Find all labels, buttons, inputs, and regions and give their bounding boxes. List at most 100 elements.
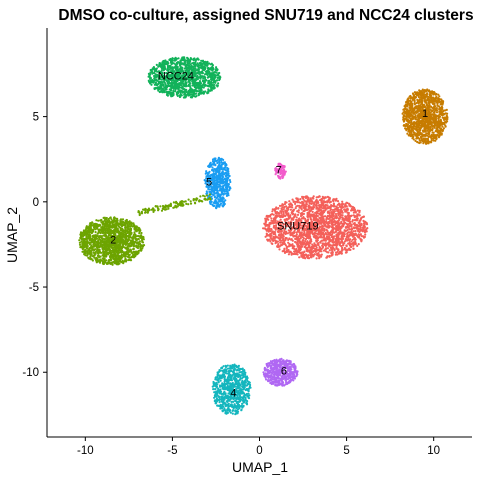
point-cluster-1 (424, 141, 427, 144)
point-cluster-snu719 (275, 236, 278, 239)
point-cluster-snu719 (275, 206, 278, 209)
point-cluster-1 (430, 100, 433, 103)
point-cluster-ncc24 (183, 93, 186, 96)
point-cluster-ncc24 (195, 86, 198, 89)
point-cluster-ncc24 (207, 66, 210, 70)
point-cluster-ncc24 (207, 91, 210, 94)
point-cluster-snu719 (329, 208, 333, 211)
point-cluster-1 (416, 140, 419, 144)
point-cluster-1 (417, 102, 420, 105)
point-cluster-ncc24 (193, 69, 196, 72)
point-cluster-1 (415, 123, 418, 127)
point-cluster-ncc24 (205, 61, 208, 64)
point-cluster-ncc24 (184, 76, 187, 79)
point-cluster-snu719 (326, 204, 329, 207)
point-cluster-1 (414, 128, 417, 131)
point-cluster-ncc24 (178, 95, 182, 98)
point-cluster-ncc24 (189, 71, 192, 74)
point-cluster-1 (433, 105, 436, 108)
point-cluster-ncc24 (183, 67, 186, 70)
point-cluster-snu719 (313, 253, 316, 256)
point-cluster-snu719 (334, 199, 337, 202)
point-cluster-snu719 (352, 226, 355, 229)
point-cluster-1 (410, 121, 413, 124)
point-cluster-1 (433, 135, 436, 138)
point-cluster-ncc24 (204, 66, 207, 69)
point-cluster-ncc24 (179, 91, 182, 94)
point-cluster-2 (140, 231, 143, 235)
point-cluster-1 (440, 120, 443, 123)
point-cluster-snu719 (351, 209, 354, 212)
point-cluster-snu719 (330, 230, 333, 233)
point-cluster-ncc24 (192, 90, 195, 94)
point-cluster-snu719 (285, 205, 288, 208)
point-cluster-snu719 (336, 209, 339, 212)
point-cluster-1 (405, 129, 408, 132)
point-cluster-snu719 (321, 224, 324, 227)
point-cluster-1 (417, 121, 420, 124)
point-cluster-1 (408, 119, 412, 122)
point-cluster-1 (427, 99, 430, 102)
point-cluster-snu719 (319, 199, 322, 202)
point-cluster-ncc24 (187, 75, 190, 78)
point-cluster-ncc24 (164, 59, 167, 63)
point-cluster-snu719 (316, 237, 319, 240)
point-cluster-ncc24 (210, 80, 213, 83)
point-cluster-snu719 (330, 252, 333, 255)
point-cluster-snu719 (273, 208, 276, 212)
point-cluster-1 (422, 129, 425, 132)
point-cluster-ncc24 (200, 64, 203, 67)
point-cluster-1 (421, 133, 425, 136)
point-cluster-ncc24 (150, 83, 153, 86)
point-cluster-ncc24 (198, 80, 202, 83)
point-cluster-snu719 (320, 211, 323, 214)
point-cluster-1 (424, 106, 427, 109)
point-cluster-ncc24 (197, 94, 200, 97)
point-cluster-snu719 (352, 244, 355, 247)
point-cluster-ncc24 (172, 62, 175, 65)
point-cluster-snu719 (354, 229, 357, 233)
point-cluster-snu719 (340, 235, 343, 238)
point-cluster-ncc24 (192, 67, 195, 70)
point-cluster-1 (411, 110, 414, 113)
point-cluster-1 (414, 139, 417, 142)
point-cluster-ncc24 (184, 83, 187, 87)
point-cluster-1 (412, 125, 415, 128)
point-cluster-ncc24 (210, 78, 214, 81)
point-cluster-snu719 (328, 222, 331, 225)
point-cluster-ncc24 (160, 87, 163, 90)
point-cluster-snu719 (345, 205, 348, 208)
point-cluster-ncc24 (158, 77, 161, 80)
point-cluster-ncc24 (160, 78, 163, 81)
point-cluster-snu719 (348, 244, 351, 247)
point-cluster-ncc24 (196, 82, 199, 85)
point-cluster-ncc24 (188, 60, 191, 63)
point-cluster-snu719 (359, 238, 362, 241)
point-cluster-snu719 (343, 240, 347, 243)
point-cluster-ncc24 (199, 82, 203, 85)
point-cluster-snu719 (291, 244, 294, 247)
point-cluster-snu719 (330, 205, 333, 208)
point-cluster-1 (420, 101, 423, 104)
point-cluster-ncc24 (207, 84, 210, 87)
point-cluster-snu719 (336, 237, 339, 240)
point-cluster-snu719 (309, 238, 313, 241)
point-cluster-ncc24 (202, 60, 205, 64)
point-cluster-1 (444, 124, 447, 127)
point-cluster-1 (411, 92, 415, 95)
point-cluster-ncc24 (192, 83, 195, 86)
point-cluster-1 (441, 128, 444, 132)
point-cluster-ncc24 (215, 84, 218, 87)
point-cluster-snu719 (331, 236, 335, 239)
point-cluster-snu719 (358, 221, 361, 224)
point-cluster-1 (416, 136, 419, 139)
point-cluster-ncc24 (165, 79, 168, 82)
point-cluster-1 (408, 102, 411, 106)
point-cluster-snu719 (350, 245, 353, 249)
point-cluster-ncc24 (194, 95, 197, 98)
point-cluster-ncc24 (155, 63, 158, 66)
point-cluster-snu719 (301, 255, 304, 258)
point-cluster-ncc24 (177, 61, 180, 64)
point-cluster-ncc24 (194, 72, 197, 75)
point-cluster-1 (444, 120, 447, 123)
